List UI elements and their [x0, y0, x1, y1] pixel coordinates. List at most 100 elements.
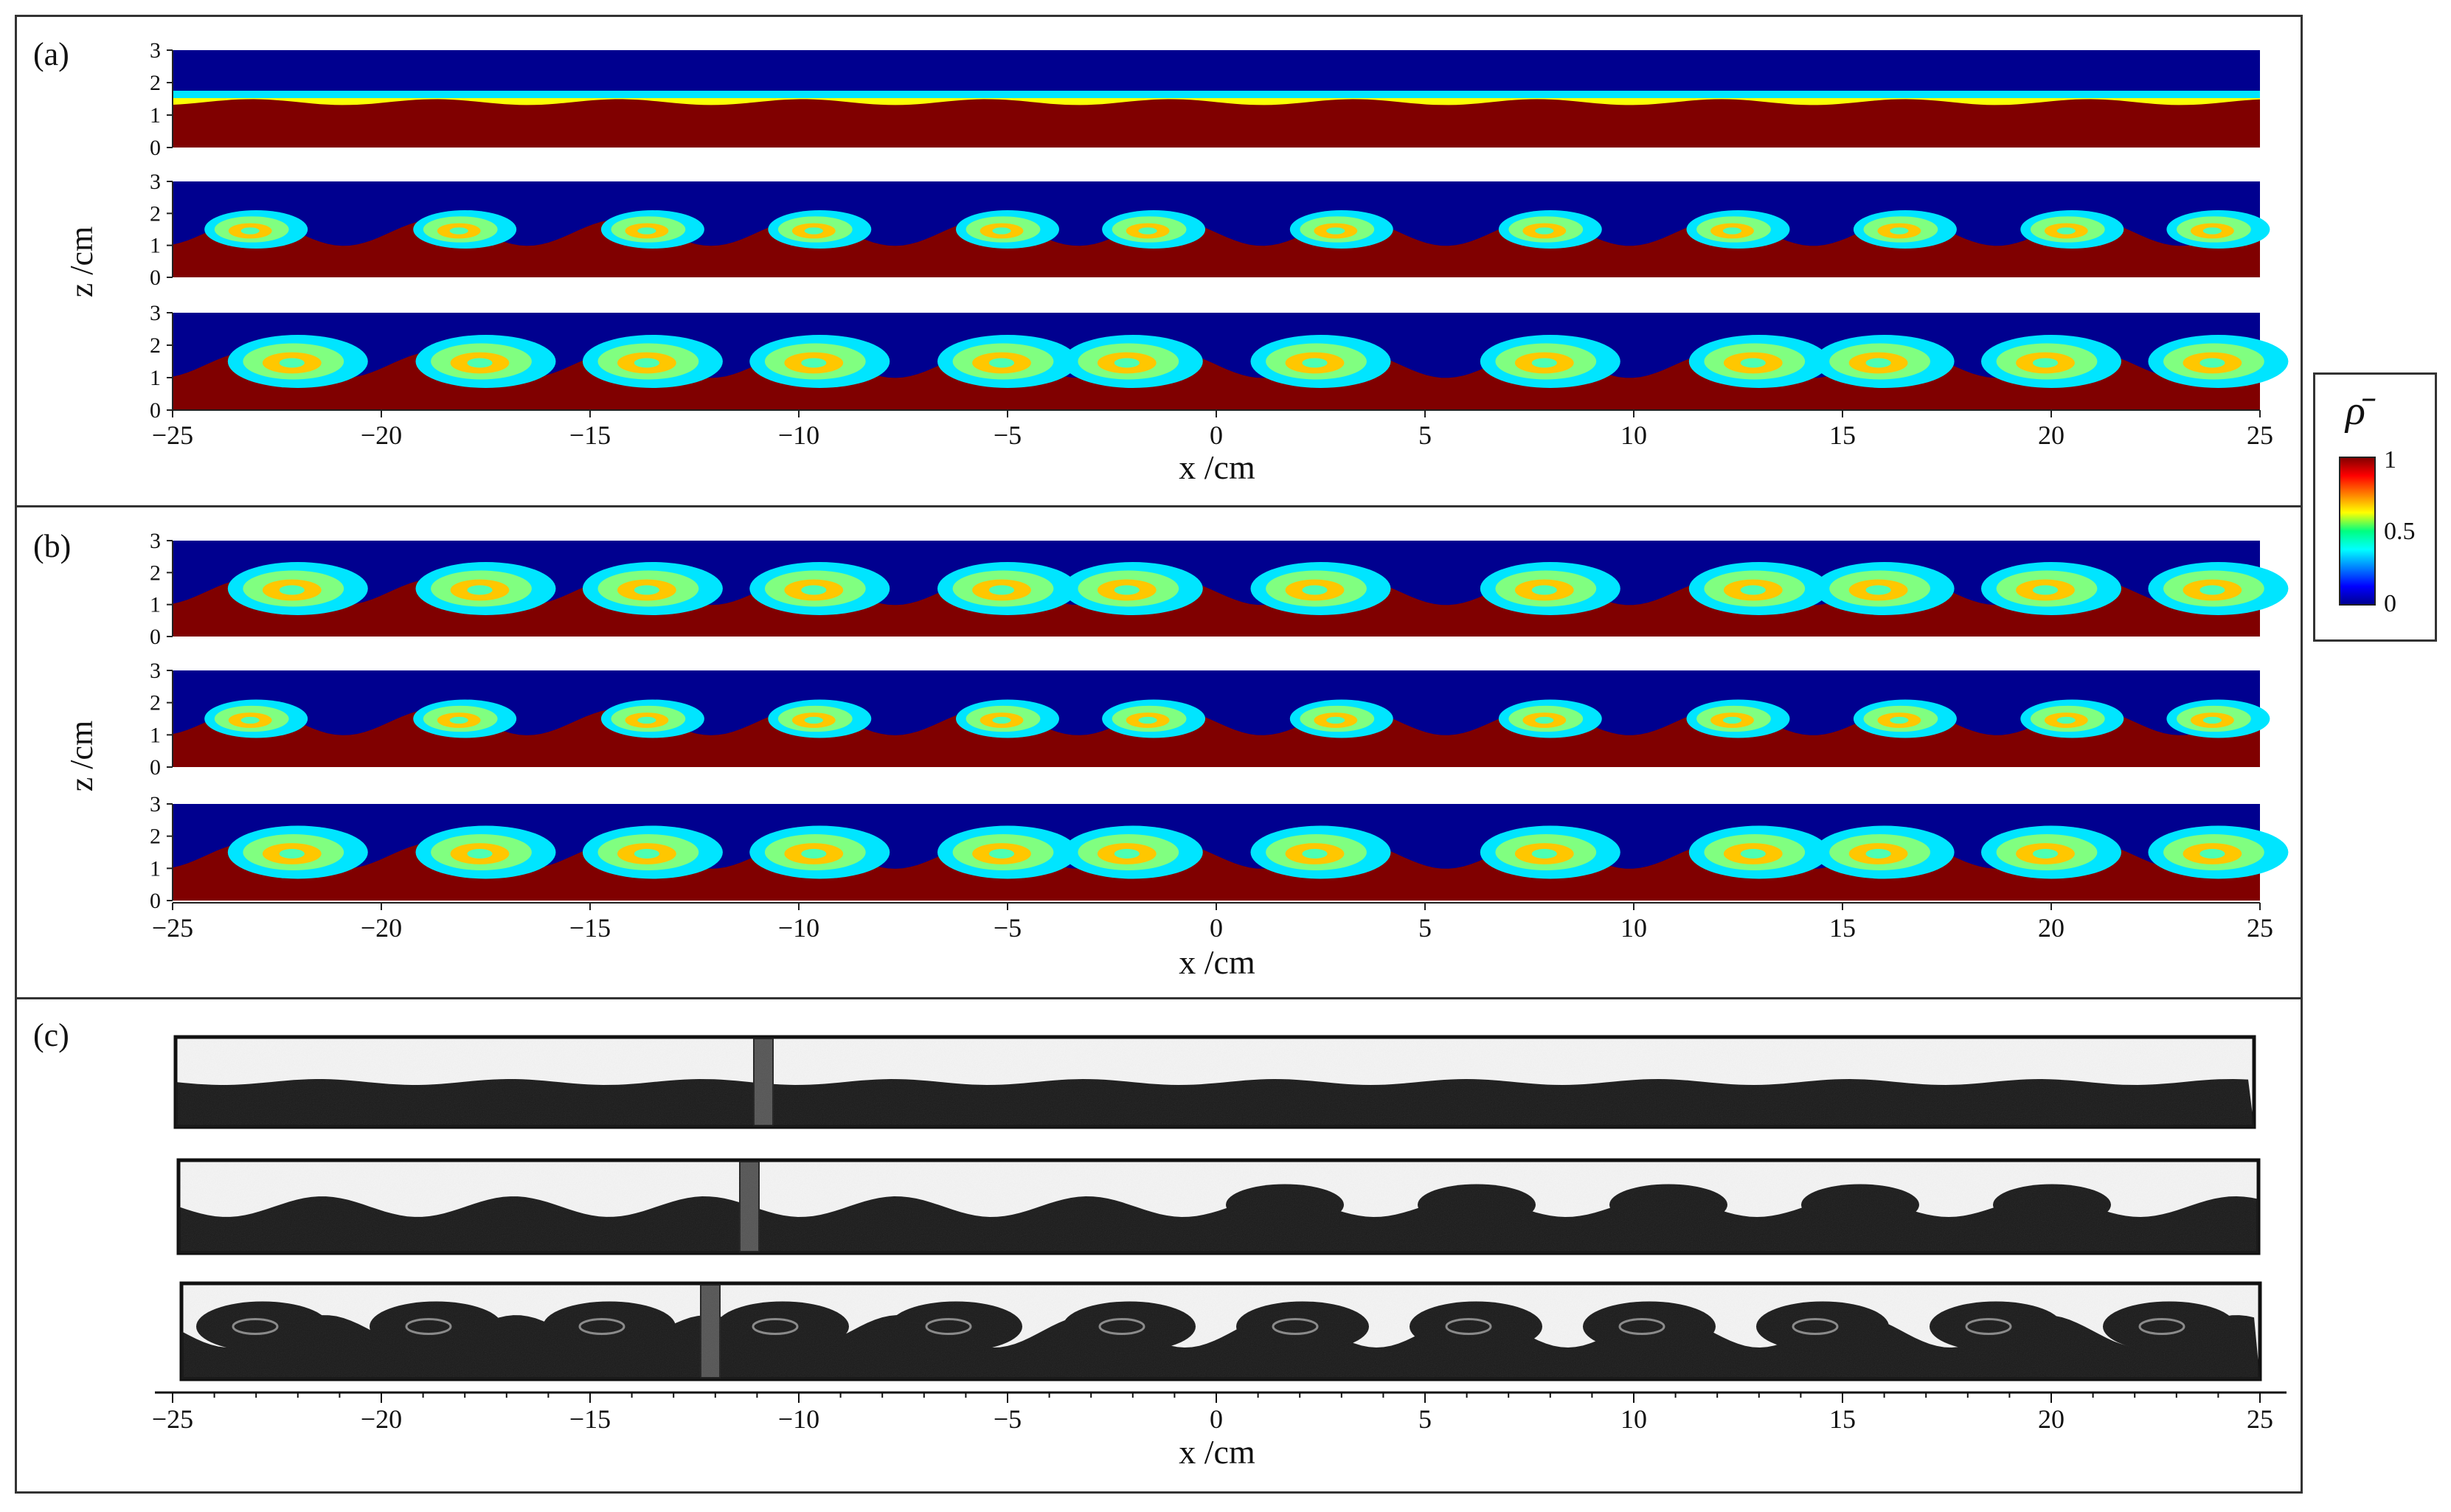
colorbar-gradient	[2339, 457, 2376, 606]
panel-b-plot-3-vortex-eye	[634, 849, 660, 859]
panel-a-xtick-label: 5	[1418, 420, 1432, 450]
panel-a-plot-2-vortex-eye	[1326, 227, 1345, 235]
panel-b-plot-1-vortex-eye	[801, 585, 827, 595]
panel-b-plot-1-ztick-label: 2	[150, 561, 161, 585]
panel-c-xlabel: x /cm	[1179, 1433, 1255, 1471]
panel-a-plot-2-vortex-eye	[637, 227, 656, 235]
panel-b-xtick-label: −25	[152, 913, 193, 943]
panel-a-plot-2-ztick-label: 1	[150, 234, 161, 258]
panel-a-plot-2-vortex-eye	[240, 227, 260, 235]
panel-b-xtick-label: 10	[1620, 913, 1647, 943]
panel-a-plot-1-ztick-label: 1	[150, 103, 161, 128]
panel-b-plot-3-ztick-label: 3	[150, 792, 161, 816]
panel-b-plot-3-vortex-eye	[801, 849, 827, 859]
panel-b-plot-1-ztick-label: 0	[150, 625, 161, 649]
panel-b-plot-3-vortex-eye	[2199, 849, 2225, 859]
panel-a-xlabel: x /cm	[1179, 448, 1255, 486]
panel-c-photo-1	[173, 1035, 2256, 1129]
panel-a-plot-3-vortex-eye	[467, 358, 493, 368]
panel-b-plot-2-vortex-eye	[1890, 716, 1909, 724]
panel-b-plot-1-vortex-eye	[279, 585, 305, 595]
panel-c-photo-grain	[184, 1286, 2258, 1377]
panel-b-plot-3-vortex-eye	[1865, 849, 1891, 859]
colorbar-label: ρ̄	[2346, 388, 2365, 434]
panel-label-a: (a)	[33, 36, 69, 72]
panel-b-plot-3-ztick-label: 1	[150, 856, 161, 881]
panel-a-xtick-label: −5	[994, 420, 1022, 450]
panel-a-plot-3-vortex-eye	[634, 358, 660, 368]
panel-a-plot-1-ztick-label: 2	[150, 71, 161, 95]
panel-c-xaxis: −25 −20 −15 −10 −5 0 5 10 15 20 25	[152, 1391, 2287, 1434]
panel-a-plot-3-vortex-eye	[1114, 358, 1140, 368]
panel-a-plot-2-vortex-eye	[1535, 227, 1554, 235]
panel-b-xlabel: x /cm	[1179, 943, 1255, 981]
panel-b-plot-2-vortex-eye	[637, 716, 656, 724]
panel-a-plot-2-ztick-label: 0	[150, 266, 161, 290]
panel-b-plot-1-vortex-eye	[1531, 585, 1557, 595]
panel-b-xtick-label: −15	[569, 913, 611, 943]
panel-c-xtick-label: −15	[569, 1404, 611, 1434]
panel-a-xaxis: −25 −20 −15 −10 −5 0 5 10 15 20 25	[152, 409, 2273, 450]
colorbar-tick-1: 1	[2384, 446, 2396, 474]
panel-a-zlabel: z /cm	[63, 226, 100, 298]
panel-b-plot-3-vortex-eye	[988, 849, 1015, 859]
panel-a-plot-2-ztick-label: 2	[150, 201, 161, 226]
panel-a-plot-3-vortex-eye	[279, 358, 305, 368]
panel-b-plot-2-vortex-eye	[1326, 716, 1345, 724]
panel-a-plot-2-vortex-eye	[2202, 227, 2222, 235]
panel-c-photo-grain	[178, 1039, 2252, 1125]
panel-a-xtick-label: 25	[2247, 420, 2273, 450]
panel-b-plot-2-ztick-label: 1	[150, 723, 161, 747]
panel-c-frame	[15, 997, 2303, 1494]
panel-b-xtick-label: 20	[2038, 913, 2065, 943]
panel-b-plot-1-vortex-eye	[2032, 585, 2059, 595]
panel-a-plot-2-vortex-eye	[2056, 227, 2076, 235]
panel-b-plot-1: 0 1 2 3	[150, 529, 2289, 649]
panel-b-plot-2-vortex-eye	[2056, 716, 2076, 724]
panel-a-xtick-label: 15	[1829, 420, 1856, 450]
panel-b-plot-2: 0 1 2 3	[150, 659, 2270, 780]
panel-b-xtick-label: 15	[1829, 913, 1856, 943]
panel-c-xtick-label: 0	[1210, 1404, 1223, 1434]
panel-a-plot-3-ztick-label: 1	[150, 366, 161, 390]
panel-a-xtick-label: −25	[152, 420, 193, 450]
panel-b-plot-1-ztick-label: 1	[150, 593, 161, 617]
panel-a-plot-3-vortex-eye	[1531, 358, 1557, 368]
panel-b-plot-3-ztick-label: 2	[150, 825, 161, 849]
panel-c-xtick-label: −10	[778, 1404, 819, 1434]
panel-a-plot-2-vortex-eye	[1722, 227, 1742, 235]
panel-a-plot-3-vortex-eye	[801, 358, 827, 368]
panel-c-xtick-label: 20	[2038, 1404, 2065, 1434]
panel-b-plot-1-vortex-eye	[1114, 585, 1140, 595]
panel-b-plot-1-vortex-eye	[634, 585, 660, 595]
panel-b-xaxis: −25 −20 −15 −10 −5 0 5 10 15 20 25	[152, 902, 2273, 943]
panel-b-plots: 0 1 2 3 0 1 2 3 0 1 2 3 −25 −20 −15 −10 −5 0 5 10 15 20 25	[150, 529, 2289, 943]
panel-b-plot-3-vortex-eye	[2032, 849, 2059, 859]
panel-a-plot-2-vortex-eye	[804, 227, 823, 235]
panel-b-plot-3-ztick-label: 0	[150, 889, 161, 913]
panel-c-xtick-label: 25	[2247, 1404, 2273, 1434]
panel-b-plot-3-vortex-eye	[1114, 849, 1140, 859]
panel-b-zlabel: z /cm	[63, 720, 100, 792]
panel-a-plot-1: 0 1 2 3	[150, 38, 2260, 160]
panel-b-plot-2-vortex-eye	[1138, 716, 1157, 724]
panel-b-plot-1-vortex-eye	[467, 585, 493, 595]
panel-label-c: (c)	[33, 1017, 69, 1053]
panel-a-xtick-label: 20	[2038, 420, 2065, 450]
panel-a-plot-3-ztick-label: 3	[150, 301, 161, 325]
panel-a-plot-1-heavy-layer	[173, 99, 2260, 148]
panel-a-plot-2-vortex-eye	[1138, 227, 1157, 235]
panel-a-xtick-label: 0	[1210, 420, 1223, 450]
panel-b-plot-2-vortex-eye	[2202, 716, 2222, 724]
panel-b-plot-1-vortex-eye	[988, 585, 1015, 595]
panel-b-plot-3: 0 1 2 3	[150, 792, 2289, 913]
panel-a-plot-2-vortex-eye	[1890, 227, 1909, 235]
panel-b-plot-2-vortex-eye	[240, 716, 260, 724]
panel-b-plot-3-vortex-eye	[467, 849, 493, 859]
panel-b-plot-3-vortex-eye	[1740, 849, 1766, 859]
panel-b-xtick-label: 5	[1418, 913, 1432, 943]
panel-a-plot-3-ztick-label: 2	[150, 333, 161, 358]
panel-c-xtick-label: −20	[361, 1404, 402, 1434]
